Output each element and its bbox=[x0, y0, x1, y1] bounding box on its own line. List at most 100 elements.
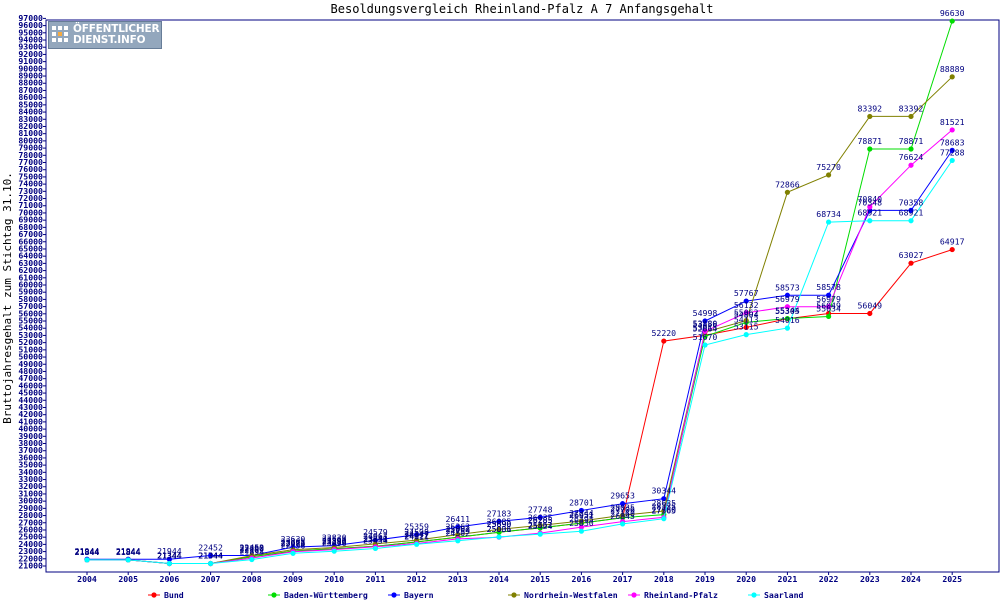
data-point bbox=[455, 531, 461, 538]
data-label: 22290 bbox=[239, 544, 264, 554]
data-label: 23830 bbox=[322, 533, 347, 543]
y-tick-label: 26000 bbox=[18, 524, 43, 534]
data-label: 23280 bbox=[322, 537, 347, 547]
data-point bbox=[455, 538, 461, 544]
data-label: 30344 bbox=[651, 486, 676, 496]
data-label: 21944 bbox=[116, 546, 141, 556]
y-tick-label: 36000 bbox=[18, 452, 43, 462]
data-label: 83392 bbox=[899, 103, 924, 113]
data-label: 23390 bbox=[322, 536, 347, 546]
series-layer bbox=[84, 18, 955, 567]
data-label: 53580 bbox=[693, 318, 718, 328]
legend-item-rheinland-pfalz: Rheinland-Pfalz bbox=[628, 590, 718, 600]
data-label: 28701 bbox=[569, 498, 594, 508]
data-label: 21844 bbox=[116, 547, 141, 557]
data-label: 21844 bbox=[75, 547, 100, 557]
x-tick-label: 2017 bbox=[613, 574, 633, 584]
data-label: 28635 bbox=[651, 498, 676, 508]
y-tick-label: 80000 bbox=[18, 135, 43, 145]
x-tick-label: 2014 bbox=[489, 574, 509, 584]
data-label: 23390 bbox=[322, 536, 347, 546]
data-point bbox=[949, 18, 955, 24]
data-label: 24011 bbox=[404, 531, 429, 541]
logo-text-line2: DIENST.INFO bbox=[73, 34, 146, 46]
data-label: 55062 bbox=[734, 308, 759, 318]
data-point bbox=[331, 548, 337, 554]
data-point bbox=[743, 310, 749, 316]
data-point bbox=[826, 304, 832, 310]
data-label: 27244 bbox=[569, 508, 594, 518]
y-tick-label: 93000 bbox=[18, 42, 43, 52]
y-tick-label: 84000 bbox=[18, 107, 43, 117]
y-tick-label: 44000 bbox=[18, 395, 43, 405]
data-point bbox=[784, 304, 791, 310]
x-tick-label: 2006 bbox=[160, 574, 180, 584]
data-point bbox=[743, 324, 749, 331]
y-tick-label: 65000 bbox=[18, 243, 43, 253]
data-point bbox=[208, 560, 214, 567]
data-label: 23658 bbox=[363, 534, 388, 544]
data-point bbox=[826, 313, 832, 320]
x-tick-label: 2005 bbox=[118, 574, 138, 584]
data-label: 21844 bbox=[75, 547, 100, 557]
y-tick-label: 81000 bbox=[18, 128, 43, 138]
y-tick-label: 82000 bbox=[18, 121, 43, 131]
data-label: 24759 bbox=[445, 526, 470, 536]
y-tick-label: 49000 bbox=[18, 359, 43, 369]
y-tick-label: 53000 bbox=[18, 330, 43, 340]
y-tick-label: 40000 bbox=[18, 424, 43, 434]
y-tick-label: 56000 bbox=[18, 308, 43, 318]
data-label: 25830 bbox=[569, 518, 594, 528]
y-tick-label: 85000 bbox=[18, 99, 43, 109]
data-point bbox=[661, 496, 667, 502]
data-label: 83392 bbox=[857, 103, 882, 113]
data-label: 78683 bbox=[940, 137, 965, 147]
data-label: 25001 bbox=[487, 524, 512, 534]
y-tick-label: 57000 bbox=[18, 301, 43, 311]
data-label: 54016 bbox=[775, 315, 800, 325]
x-tick-label: 2021 bbox=[778, 574, 798, 584]
data-point bbox=[826, 292, 832, 298]
logo-grid-icon bbox=[52, 26, 68, 44]
data-label: 21944 bbox=[157, 546, 182, 556]
data-point bbox=[784, 325, 791, 331]
site-logo: ÖFFENTLICHER DIENST.INFO bbox=[48, 21, 162, 49]
data-point bbox=[784, 315, 791, 322]
y-tick-label: 30000 bbox=[18, 496, 43, 506]
y-tick-label: 95000 bbox=[18, 27, 43, 37]
legend-marker bbox=[631, 592, 637, 598]
data-point bbox=[537, 531, 543, 537]
data-label: 77288 bbox=[940, 147, 965, 157]
data-point bbox=[620, 512, 626, 518]
y-tick-label: 71000 bbox=[18, 200, 43, 210]
series-line-bayern bbox=[87, 150, 953, 560]
data-label: 27565 bbox=[651, 506, 676, 516]
data-labels-layer: 21844 21844 21344 21344 22290 23073 23390 23741… bbox=[75, 8, 965, 560]
y-tick-label: 86000 bbox=[18, 92, 43, 102]
y-tick-label: 33000 bbox=[18, 474, 43, 484]
y-tick-label: 54000 bbox=[18, 323, 43, 333]
data-point bbox=[908, 146, 914, 152]
x-tick-label: 2009 bbox=[283, 574, 303, 584]
data-point bbox=[208, 552, 214, 559]
data-label: 22450 bbox=[239, 543, 264, 553]
y-tick-label: 38000 bbox=[18, 438, 43, 448]
x-tick-label: 2023 bbox=[860, 574, 880, 584]
data-point bbox=[661, 338, 667, 344]
y-tick-label: 43000 bbox=[18, 402, 43, 412]
data-point bbox=[949, 147, 955, 153]
data-label: 56132 bbox=[734, 300, 759, 310]
data-label: 26285 bbox=[528, 515, 553, 525]
data-label: 63027 bbox=[899, 250, 924, 260]
data-point bbox=[84, 557, 90, 563]
y-axis: 2100022000230002400025000260002700028000… bbox=[18, 13, 46, 571]
data-point bbox=[826, 172, 832, 178]
data-label: 78871 bbox=[899, 136, 924, 146]
data-label: 21944 bbox=[75, 546, 100, 556]
data-label: 21844 bbox=[116, 547, 141, 557]
x-tick-label: 2016 bbox=[572, 574, 592, 584]
data-point bbox=[166, 560, 172, 567]
data-label: 28135 bbox=[651, 502, 676, 512]
plot-area bbox=[45, 19, 1000, 573]
data-label: 25359 bbox=[404, 522, 429, 532]
